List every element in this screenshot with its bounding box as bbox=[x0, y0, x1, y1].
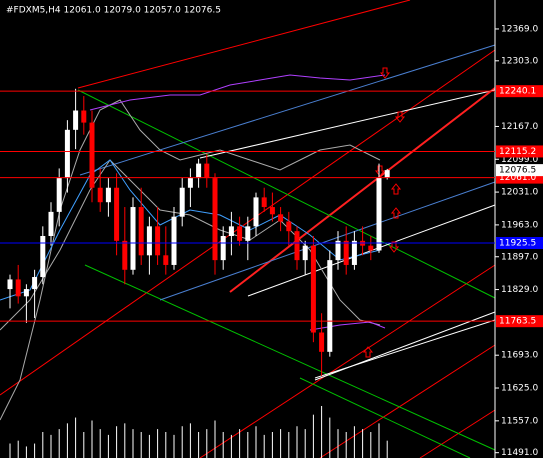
candle-body bbox=[253, 197, 259, 227]
channel-line bbox=[229, 87, 496, 293]
y-tick-label: 11693.0 bbox=[501, 351, 538, 361]
price-level-label: 11925.5 bbox=[499, 238, 536, 248]
y-tick-label: 11897.0 bbox=[501, 252, 538, 262]
candle-body bbox=[278, 214, 284, 222]
candle-body bbox=[64, 129, 70, 179]
candle-body bbox=[163, 255, 169, 265]
channel-line bbox=[299, 377, 471, 458]
price-level-box bbox=[496, 236, 543, 249]
price-level-box bbox=[496, 145, 543, 158]
arrow bbox=[390, 183, 402, 195]
candle-body bbox=[179, 187, 185, 217]
arrow bbox=[388, 241, 400, 253]
candle-body bbox=[32, 277, 38, 290]
moving-average bbox=[89, 74, 386, 111]
channel-line bbox=[159, 181, 496, 301]
candle-body bbox=[23, 289, 29, 297]
moving-average bbox=[309, 321, 386, 331]
arrow bbox=[390, 207, 402, 219]
candle-body bbox=[171, 216, 177, 265]
arrow bbox=[374, 165, 386, 177]
price-level-label: 11763.5 bbox=[499, 317, 536, 327]
candle-body bbox=[269, 207, 275, 215]
channel-line bbox=[84, 264, 496, 451]
price-level-label: 12240.1 bbox=[499, 87, 536, 97]
band-upper bbox=[0, 99, 381, 421]
channel-line bbox=[419, 409, 496, 458]
candle-body bbox=[7, 279, 13, 290]
candle-body bbox=[122, 240, 128, 270]
candle-body bbox=[343, 240, 349, 265]
candle-body bbox=[187, 178, 193, 188]
current-price-box bbox=[496, 164, 543, 177]
y-tick-label: 11557.0 bbox=[501, 416, 538, 426]
candle-body bbox=[204, 163, 210, 179]
arrow bbox=[394, 111, 406, 123]
y-tick-label: 12031.0 bbox=[501, 188, 538, 198]
candle-body bbox=[384, 170, 390, 178]
candle-body bbox=[138, 207, 144, 256]
y-tick-label: 12369.0 bbox=[501, 24, 538, 34]
candle-body bbox=[105, 187, 111, 203]
candle-body bbox=[48, 211, 54, 236]
candle-body bbox=[212, 178, 218, 261]
candle-body bbox=[319, 332, 325, 352]
candle-body bbox=[294, 231, 300, 261]
y-tick-label: 12099.0 bbox=[501, 155, 538, 165]
y-tick-label: 11829.0 bbox=[501, 285, 538, 295]
y-tick-label: 11491.0 bbox=[501, 448, 538, 458]
price-level-label: 12115.2 bbox=[499, 147, 536, 157]
candle-body bbox=[368, 245, 374, 251]
candle-body bbox=[261, 197, 267, 208]
y-tick-label: 12167.0 bbox=[501, 122, 538, 132]
channel-line bbox=[319, 344, 496, 458]
candle-body bbox=[302, 245, 308, 261]
candle-body bbox=[155, 226, 161, 256]
channel-line bbox=[199, 264, 496, 458]
candle-body bbox=[335, 240, 341, 261]
candle-body bbox=[15, 279, 21, 297]
candle-body bbox=[351, 240, 357, 265]
candle-body bbox=[286, 221, 292, 232]
candle-body bbox=[81, 110, 87, 123]
candle-body bbox=[89, 122, 95, 188]
candle-body bbox=[228, 226, 234, 236]
chart-title: #FDXM5,H4 12061.0 12079.0 12057.0 12076.… bbox=[6, 6, 221, 16]
candle-body bbox=[56, 178, 62, 212]
arrow bbox=[362, 346, 374, 358]
price-level-box bbox=[496, 315, 543, 328]
candle-body bbox=[130, 207, 136, 270]
channel-line bbox=[79, 44, 496, 176]
candle-body bbox=[310, 245, 316, 333]
y-tick-label: 11963.0 bbox=[501, 220, 538, 230]
arrow bbox=[379, 67, 391, 79]
candle-body bbox=[376, 177, 382, 251]
candle-body bbox=[245, 226, 251, 241]
candle-body bbox=[146, 226, 152, 256]
channel-line bbox=[77, 89, 496, 299]
candle-body bbox=[237, 226, 243, 241]
channel-line bbox=[314, 319, 496, 379]
candle-body bbox=[327, 260, 333, 352]
y-tick-label: 11625.0 bbox=[501, 384, 538, 394]
channel-line bbox=[199, 89, 496, 159]
price-level-label: 12061.0 bbox=[499, 173, 536, 183]
price-level-box bbox=[496, 85, 543, 98]
current-price-label: 12076.5 bbox=[499, 166, 536, 176]
candle-body bbox=[114, 187, 120, 241]
channel-line bbox=[247, 204, 496, 297]
candle-body bbox=[196, 163, 202, 179]
candle-body bbox=[97, 187, 103, 203]
candle-body bbox=[73, 110, 79, 130]
y-tick-label: 12303.0 bbox=[501, 56, 538, 66]
candle-body bbox=[40, 235, 46, 278]
candle-body bbox=[220, 235, 226, 261]
channel-line bbox=[77, 0, 411, 89]
